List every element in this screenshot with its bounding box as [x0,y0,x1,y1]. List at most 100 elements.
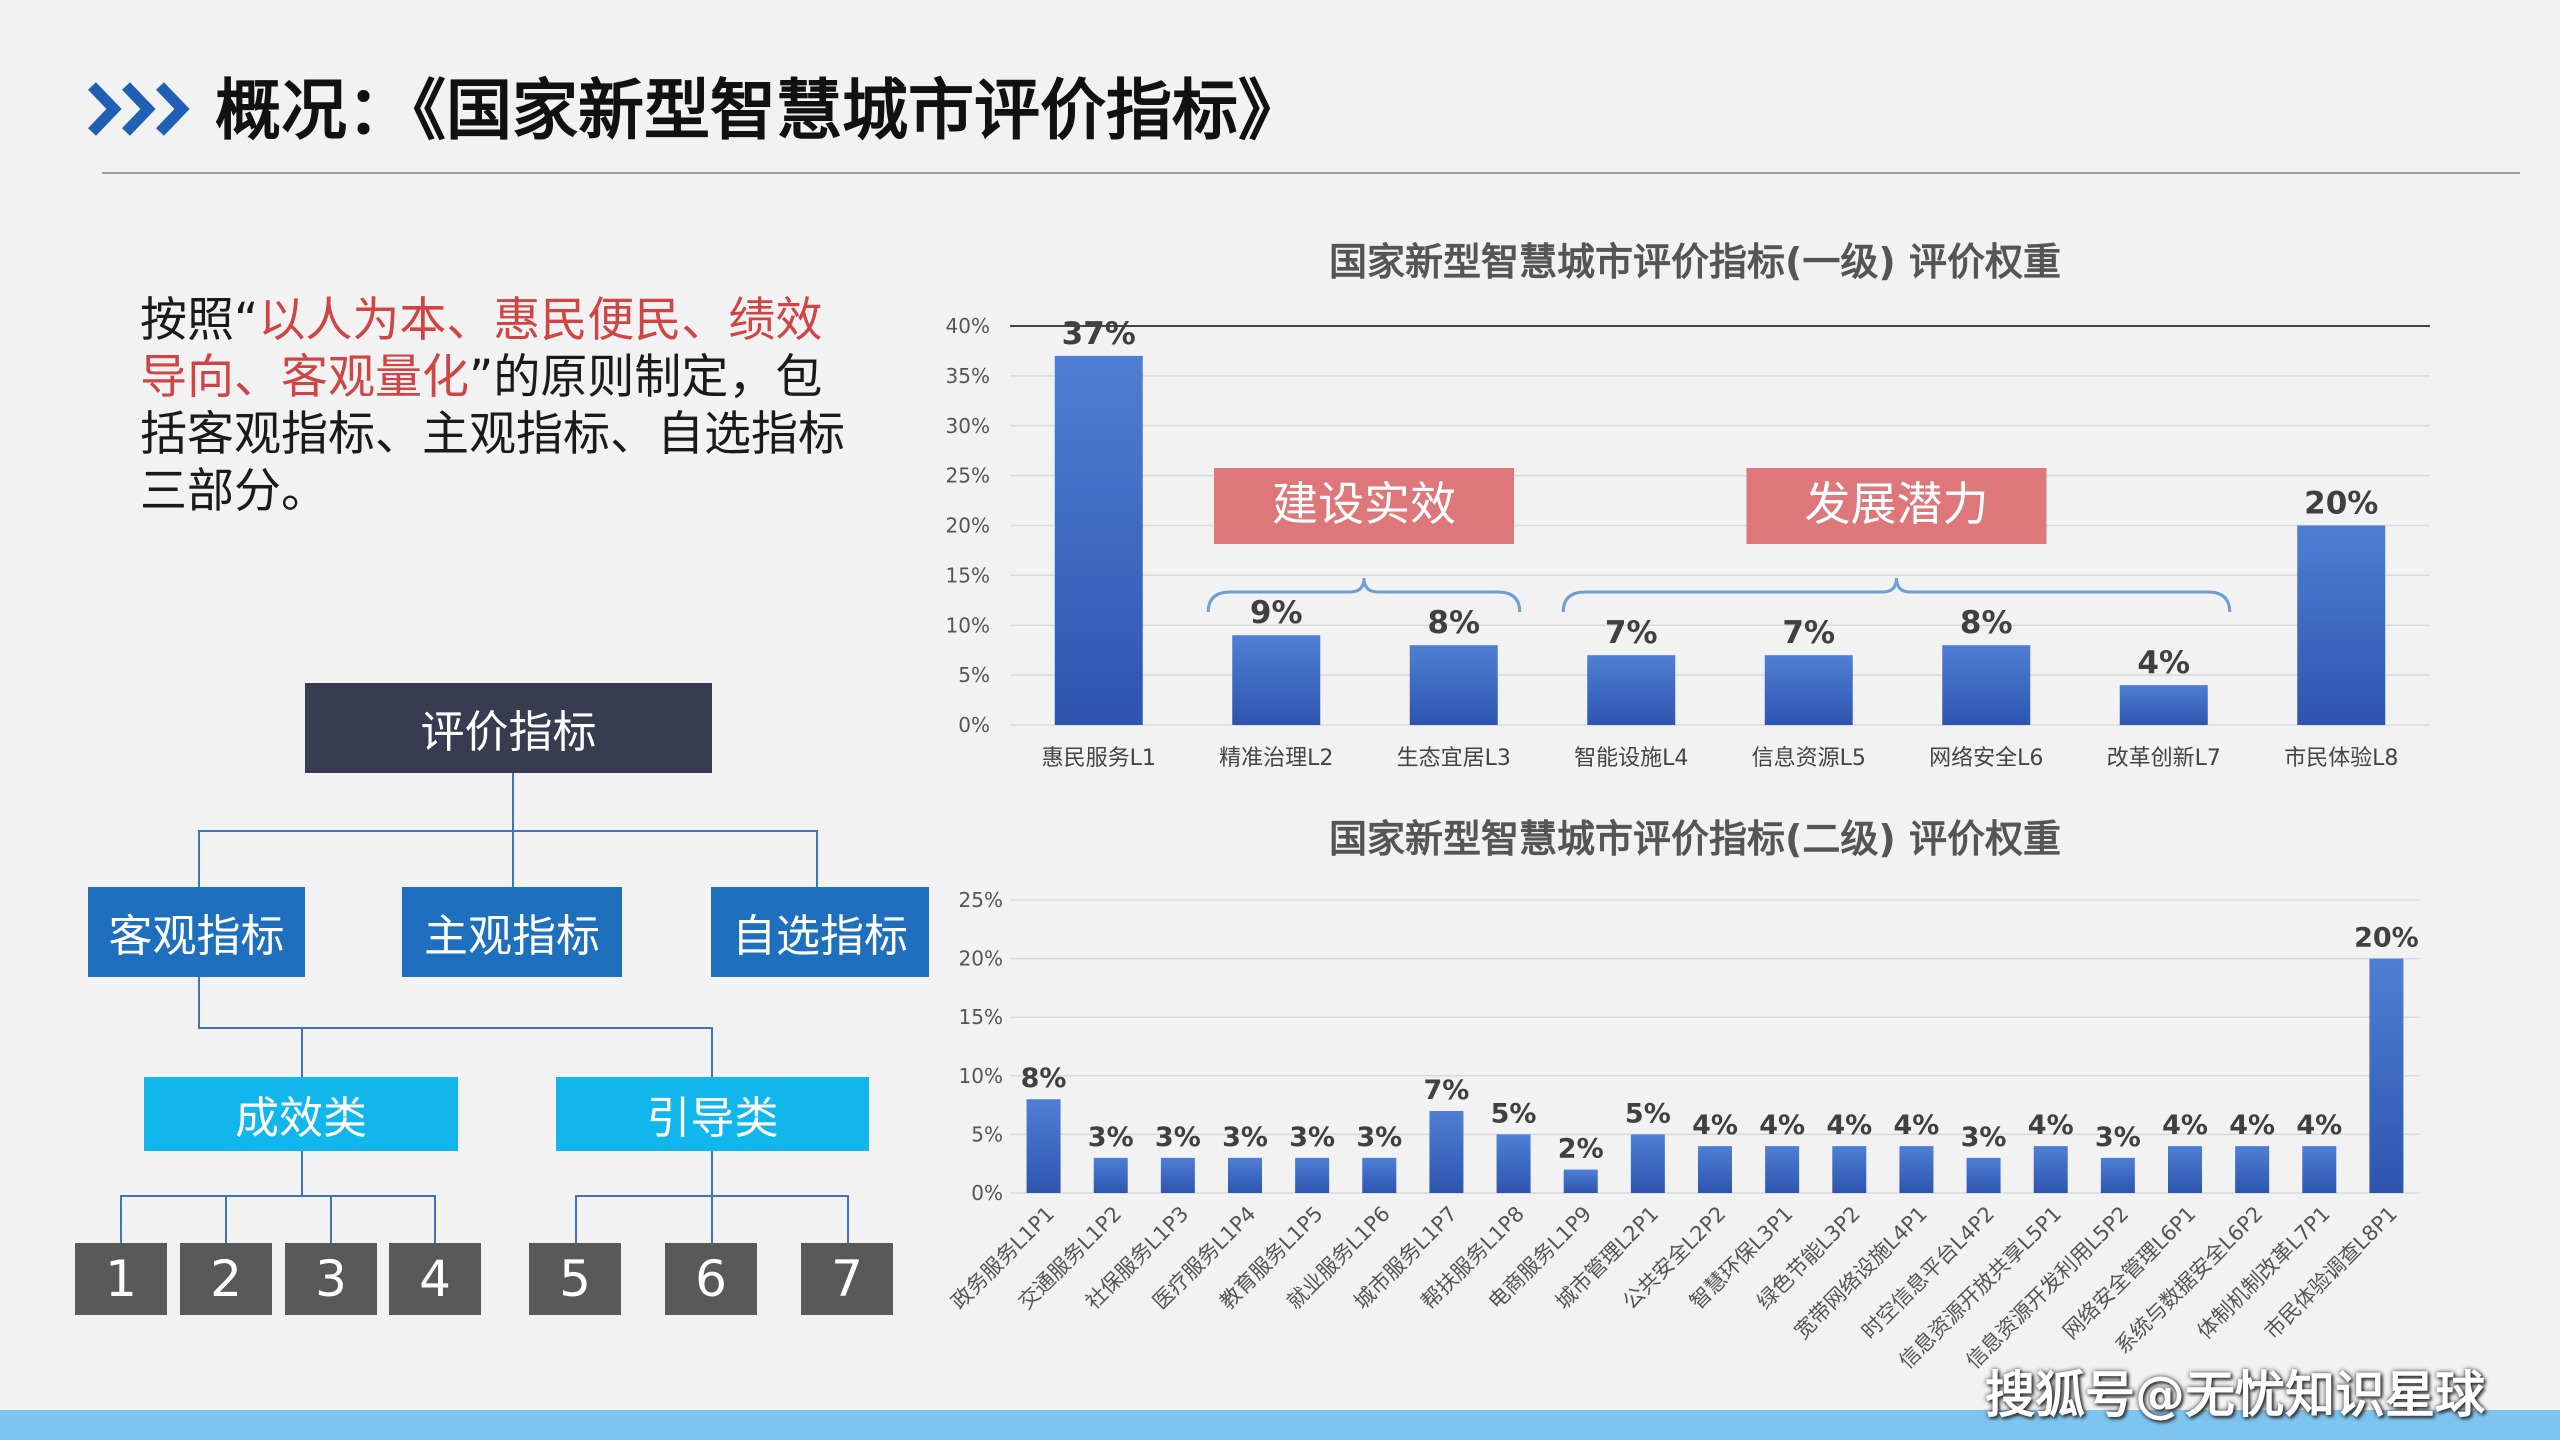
tree-leaf-node: 5 [529,1243,621,1315]
bar-value-label: 7% [1782,615,1835,651]
bar-value-label: 4% [2229,1110,2275,1141]
bar-value-label: 4% [2162,1110,2208,1141]
group-brace [1206,577,1522,613]
level2-weight-chart: 国家新型智慧城市评价指标(二级) 评价权重0%5%10%15%20%25%8%政… [947,817,2420,1373]
bar [2302,1146,2337,1193]
bar [2100,1157,2135,1193]
group-label: 建设实效 [1272,477,1456,531]
bar [2119,685,2208,725]
tree-node-outcome: 成效类 [144,1077,458,1151]
bar [1764,655,1853,725]
bar-value-label: 4% [1826,1110,1872,1141]
bar [1563,1169,1598,1193]
bar-value-label: 9% [1250,595,1303,631]
y-tick-label: 10% [959,1064,1003,1088]
title-divider [102,172,2520,174]
bar [1765,1146,1800,1193]
tree-node-guidance: 引导类 [556,1077,869,1151]
tree-leaf-node: 2 [180,1243,272,1315]
bar-value-label: 8% [1021,1063,1067,1094]
tree-node-subjective: 主观指标 [402,887,622,977]
tree-connector [711,1195,713,1243]
y-tick-label: 15% [959,1005,1003,1029]
intro-prefix: 按照“ [140,293,259,348]
bar [2369,958,2404,1193]
tree-connector [198,1027,712,1029]
y-tick-label: 25% [959,888,1003,912]
bar-value-label: 4% [2137,645,2190,681]
bar [1232,635,1321,725]
bar [1429,1110,1464,1193]
bar [1054,355,1143,725]
bar [1899,1146,1934,1193]
chart-title: 国家新型智慧城市评价指标(一级) 评价权重 [1329,240,2061,284]
tree-connector [512,830,514,887]
tree-connector [301,1151,303,1196]
intro-highlight: 以人为本、惠民便民、绩效导向、客观量化 [140,293,823,405]
y-tick-label: 30% [946,414,990,438]
tree-leaf-node: 7 [801,1243,893,1315]
chevron-arrows-icon [88,82,190,136]
bar-value-label: 8% [1427,605,1480,641]
tree-connector [225,1195,227,1243]
bar-value-label: 3% [1088,1122,1134,1153]
tree-node-optional: 自选指标 [711,887,929,977]
group-label-box [1746,468,2047,544]
bar [1496,1134,1531,1193]
level1-weight-chart: 国家新型智慧城市评价指标(一级) 评价权重 0% 5% 10% 15% 20% 25% 30%… [946,240,2430,771]
tree-connector [711,1151,713,1196]
bar [1362,1157,1397,1193]
y-tick-label: 35% [946,364,990,388]
x-tick-label: 精准治理L2 [1219,746,1333,771]
bar-value-label: 3% [1289,1122,1335,1153]
bar-value-label: 5% [1625,1098,1671,1129]
y-tick-label: 10% [946,613,990,637]
bar-value-label: 5% [1491,1098,1537,1129]
y-tick-label: 20% [946,514,990,538]
tree-connector [816,830,818,887]
bar-value-label: 3% [1961,1122,2007,1153]
tree-connector [120,1195,436,1197]
x-tick-label: 智能设施L4 [1574,746,1688,771]
x-tick-label: 市民体验L8 [2284,746,2398,771]
bar [2297,525,2386,725]
bar [2168,1146,2202,1193]
bar-value-label: 2% [1558,1134,1604,1165]
group-label-box [1214,468,1514,544]
tree-connector [198,977,200,1029]
bar [1228,1157,1262,1193]
bar-value-label: 7% [1424,1075,1470,1106]
bar [1409,645,1498,725]
bar-value-label: 7% [1605,615,1658,651]
group-label: 发展潜力 [1805,477,1989,531]
tree-connector [711,1027,713,1077]
x-tick-label: 改革创新L7 [2107,746,2221,771]
tree-connector [330,1195,332,1243]
y-tick-label: 5% [958,663,990,687]
bar [1942,645,2031,725]
tree-leaf-node: 6 [665,1243,757,1315]
tree-connector [301,1027,303,1077]
x-tick-label: 信息资源L5 [1752,746,1866,771]
bar-value-label: 8% [1960,605,2013,641]
bar [1698,1146,1732,1193]
bar-value-label: 3% [2095,1122,2141,1153]
bar [2033,1146,2068,1193]
tree-root-node: 评价指标 [305,683,712,773]
tree-connector [198,830,818,832]
y-tick-label: 0% [958,713,990,737]
bar [1093,1157,1128,1193]
tree-connector [575,1195,577,1243]
bar-value-label: 37% [1062,316,1136,352]
bar [2235,1146,2270,1193]
bar-value-label: 4% [2028,1110,2074,1141]
bar [1832,1146,1867,1193]
bar-value-label: 4% [1894,1110,1940,1141]
tree-connector [434,1195,436,1243]
tree-node-objective: 客观指标 [88,887,305,977]
page-title: 概况：《国家新型智慧城市评价指标》 [215,72,1304,149]
bar [1587,655,1676,725]
bar [1160,1157,1195,1193]
bar [1966,1157,2001,1193]
y-tick-label: 40% [946,314,990,338]
